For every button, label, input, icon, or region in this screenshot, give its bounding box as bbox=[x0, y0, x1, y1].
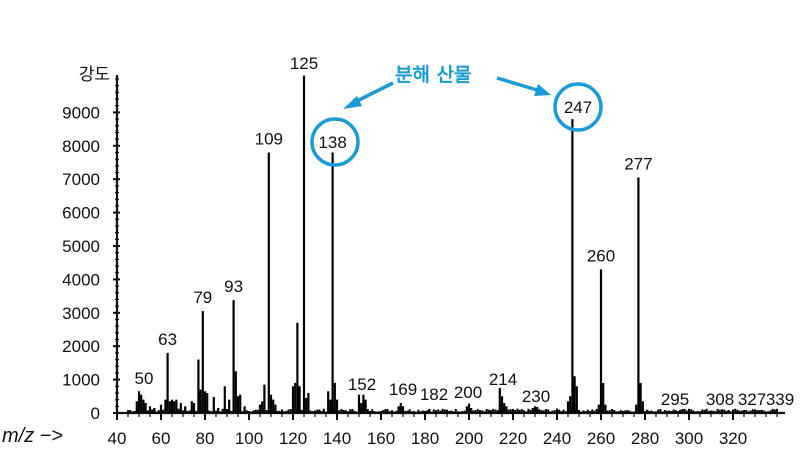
degradation-products-annotation: 분해 산물 bbox=[310, 64, 603, 167]
y-axis: 0 1000 2000 3000 4000 5000 6000 7000 8000 9000 강도 bbox=[62, 65, 120, 423]
y-tick-label: 3000 bbox=[62, 304, 100, 323]
y-tick-label: 1000 bbox=[62, 371, 100, 390]
peak-label-200: 200 bbox=[454, 383, 482, 402]
peak-label-230: 230 bbox=[522, 387, 550, 406]
peak-label-247: 247 bbox=[564, 98, 592, 117]
peak-label-327: 327 bbox=[738, 390, 766, 409]
peak-label-50: 50 bbox=[135, 369, 154, 388]
y-tick-label: 2000 bbox=[62, 337, 100, 356]
x-axis-title: m/z −> bbox=[2, 425, 63, 447]
y-tick-label: 4000 bbox=[62, 270, 100, 289]
x-tick-label: 220 bbox=[499, 429, 527, 448]
y-tick-label: 9000 bbox=[62, 103, 100, 122]
arrow-right-icon bbox=[496, 76, 551, 96]
x-tick-label: 160 bbox=[367, 429, 395, 448]
x-tick-label: 180 bbox=[411, 429, 439, 448]
y-tick-label: 7000 bbox=[62, 170, 100, 189]
x-tick-label: 280 bbox=[631, 429, 659, 448]
x-tick-label: 80 bbox=[196, 429, 215, 448]
peak-label-260: 260 bbox=[587, 246, 615, 265]
peak-label-308: 308 bbox=[706, 390, 734, 409]
peak-label-339: 339 bbox=[766, 390, 794, 409]
peak-label-295: 295 bbox=[661, 390, 689, 409]
y-tick-label: 0 bbox=[91, 404, 100, 423]
peak-label-277: 277 bbox=[624, 155, 652, 174]
y-axis-title: 강도 bbox=[79, 65, 110, 84]
y-tick-label: 5000 bbox=[62, 237, 100, 256]
peak-labels: 50 63 79 93 109 125 138 152 169 182 200 214 230 247 26… bbox=[135, 54, 795, 409]
x-axis: 40 60 80 100 120 140 160 180 200 220 240 260 280 300 3… bbox=[2, 411, 785, 448]
y-tick-label: 6000 bbox=[62, 204, 100, 223]
arrow-left-icon bbox=[343, 81, 394, 109]
circle-138 bbox=[310, 117, 360, 167]
x-tick-label: 100 bbox=[235, 429, 263, 448]
x-tick-label: 60 bbox=[152, 429, 171, 448]
peak-label-93: 93 bbox=[224, 277, 243, 296]
x-tick-label: 200 bbox=[455, 429, 483, 448]
peak-label-169: 169 bbox=[389, 380, 417, 399]
peak-label-214: 214 bbox=[489, 370, 517, 389]
y-tick-label: 8000 bbox=[62, 137, 100, 156]
x-tick-label: 240 bbox=[543, 429, 571, 448]
peak-label-109: 109 bbox=[255, 129, 283, 148]
peak-label-125: 125 bbox=[290, 54, 318, 73]
x-tick-label: 120 bbox=[279, 429, 307, 448]
peak-label-79: 79 bbox=[193, 288, 212, 307]
peak-label-63: 63 bbox=[158, 330, 177, 349]
spectrum-peaks bbox=[127, 75, 778, 413]
peak-label-152: 152 bbox=[348, 375, 376, 394]
peak-label-138: 138 bbox=[318, 133, 346, 152]
x-tick-label: 300 bbox=[675, 429, 703, 448]
x-tick-label: 40 bbox=[108, 429, 127, 448]
x-tick-label: 140 bbox=[323, 429, 351, 448]
x-tick-label: 260 bbox=[587, 429, 615, 448]
annotation-label: 분해 산물 bbox=[395, 64, 472, 86]
peak-label-182: 182 bbox=[420, 385, 448, 404]
x-tick-label: 320 bbox=[719, 429, 747, 448]
circle-247 bbox=[553, 82, 603, 132]
